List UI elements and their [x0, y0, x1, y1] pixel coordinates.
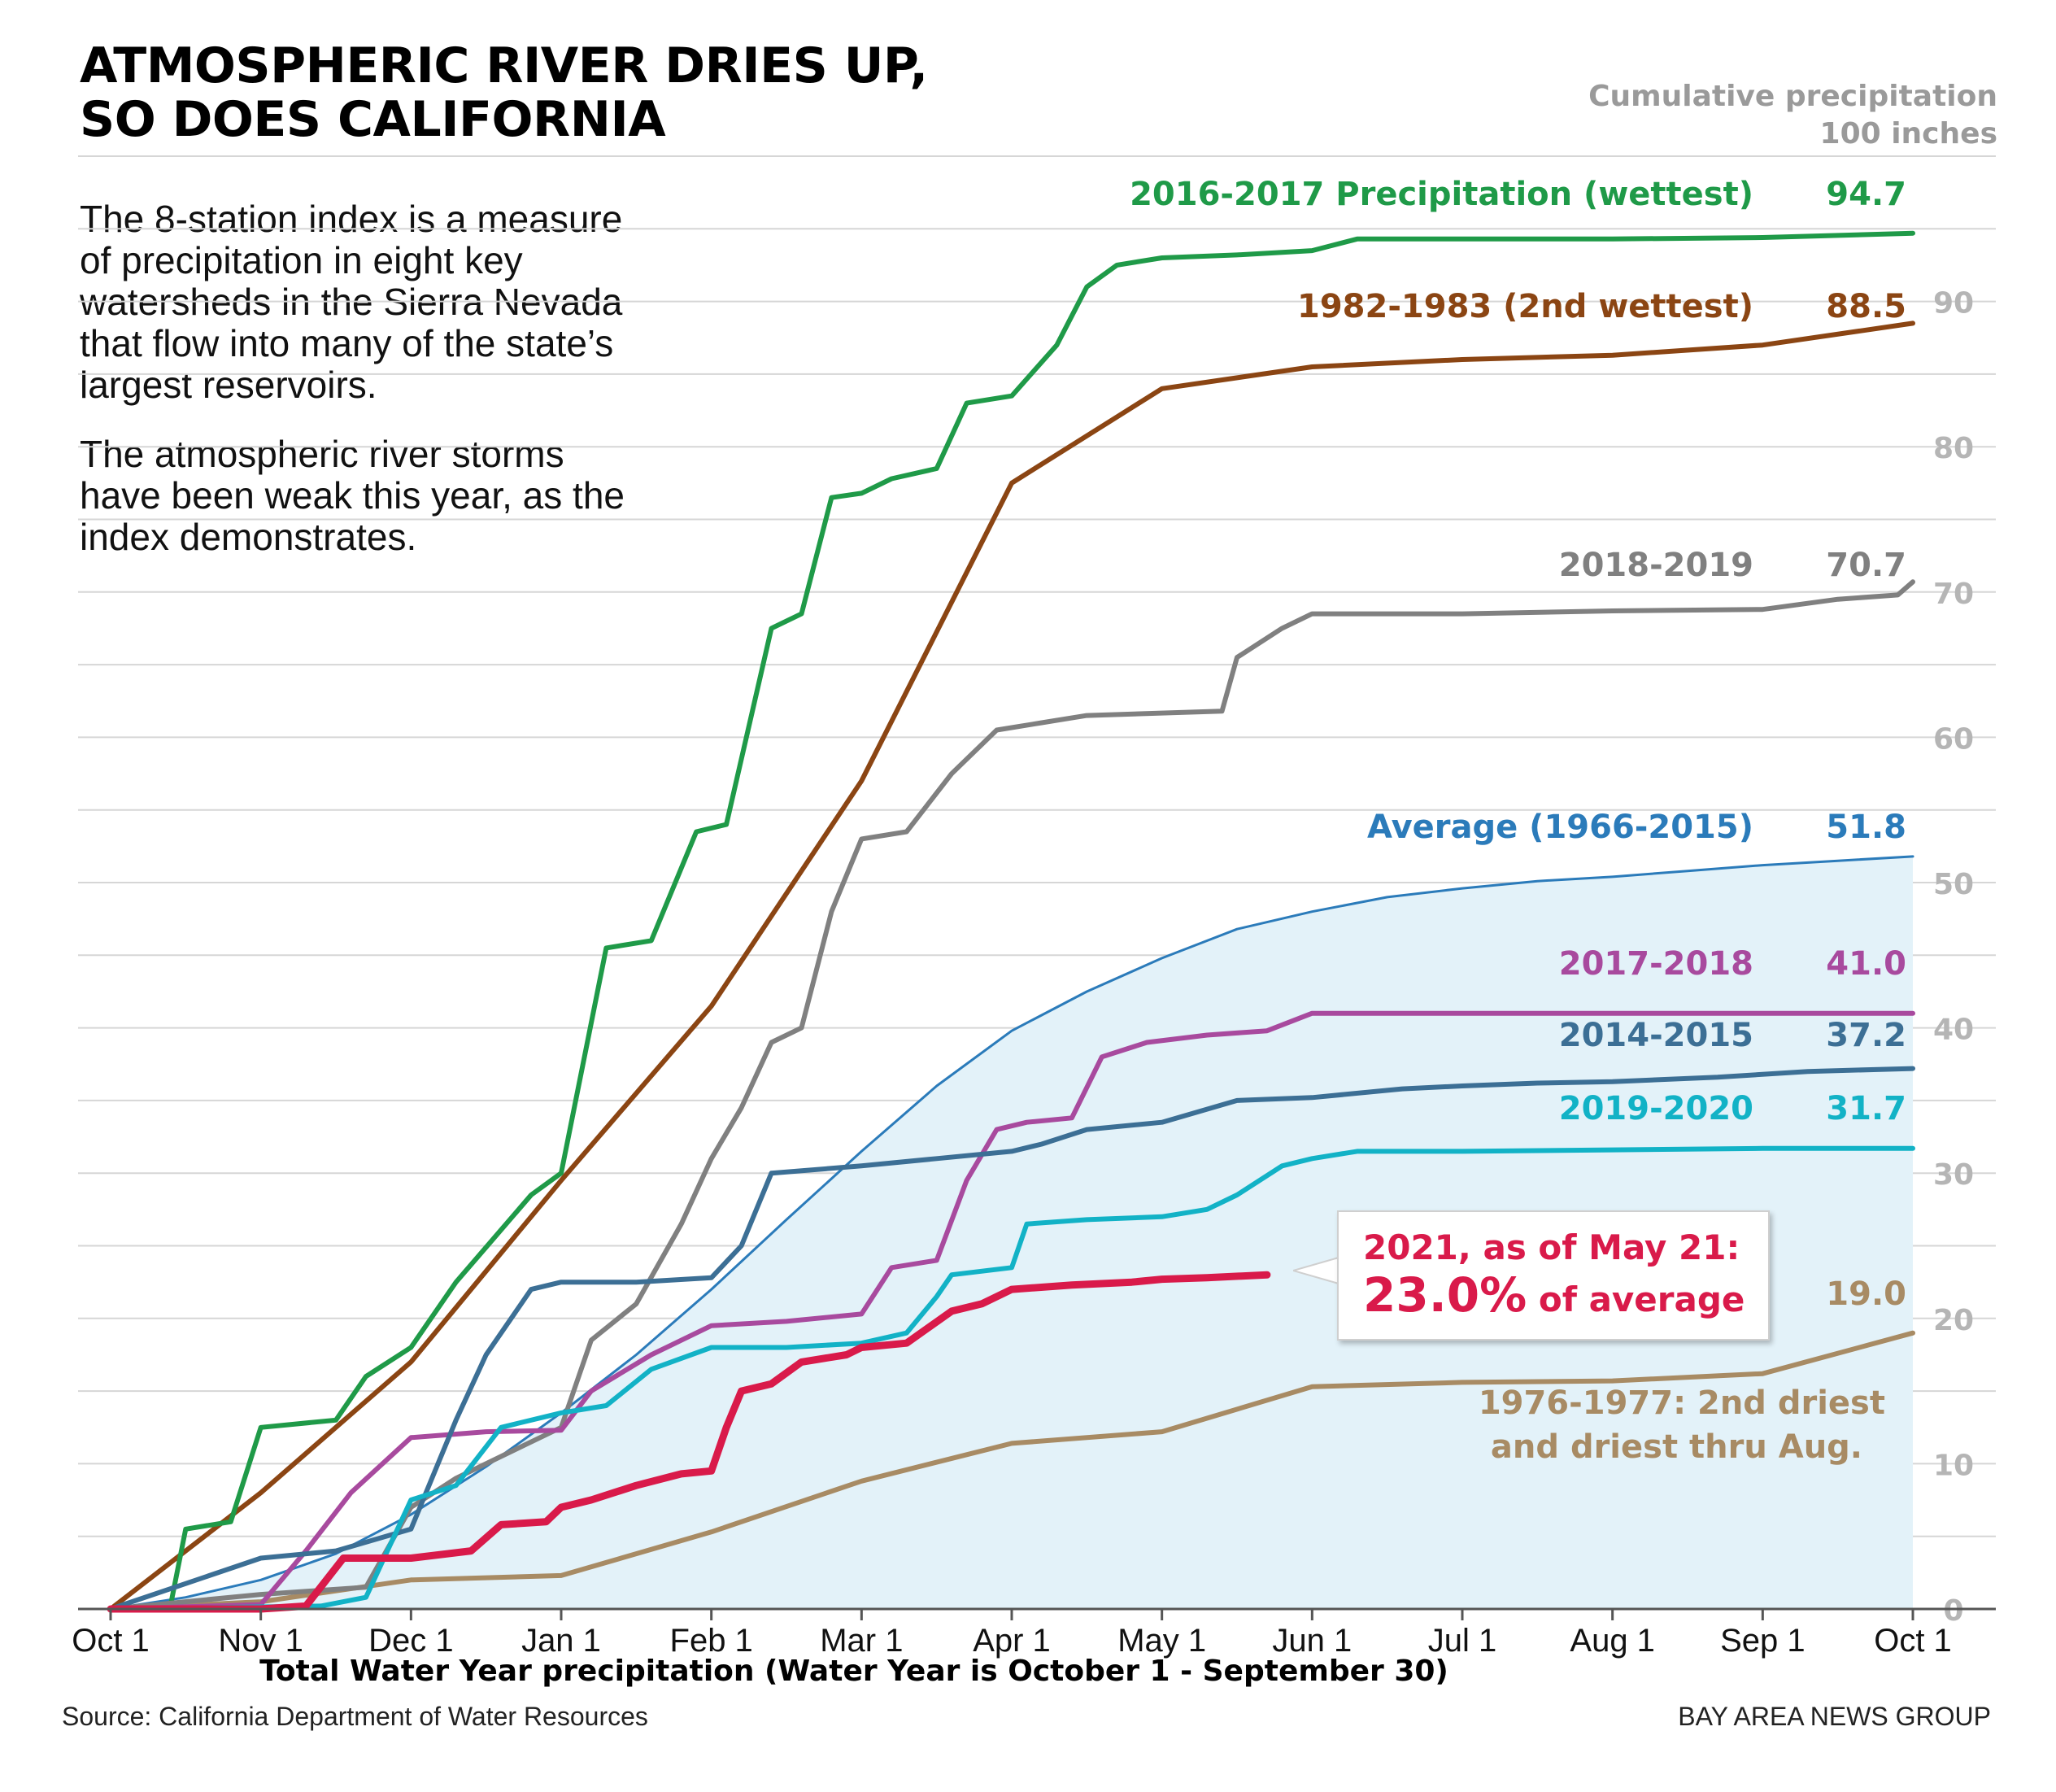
- series-label-wet2017: 2016-2017 Precipitation (wettest): [1130, 176, 1753, 213]
- title-line-2: SO DOES CALIFORNIA: [80, 91, 666, 148]
- y-tick-label: 40: [1933, 1014, 1974, 1047]
- series-label-dry1977-line-1: 1976-1977: 2nd driest: [1479, 1384, 1885, 1422]
- series-line-y2015: [108, 1066, 1915, 1611]
- series-label-average: Average (1966-2015): [1367, 809, 1753, 846]
- series-line-dry1977: [108, 1330, 1915, 1611]
- end-value-y2019: 70.7: [1826, 547, 1906, 584]
- callout-suffix: of average: [1527, 1280, 1745, 1319]
- series-line-y2019: [108, 579, 1915, 1611]
- series-line-y2020: [108, 1145, 1915, 1611]
- series-label-y2018: 2017-2018: [1559, 945, 1753, 983]
- series-line-average: [109, 855, 1914, 1611]
- end-value-y2018: 41.0: [1826, 945, 1906, 983]
- title-line-1: ATMOSPHERIC RIVER DRIES UP,: [80, 37, 928, 94]
- x-axis-title: Total Water Year precipitation (Water Ye…: [0, 1655, 2056, 1688]
- y-tick-label: 30: [1933, 1158, 1974, 1192]
- y-tick-label: 60: [1933, 722, 1974, 756]
- y-tick-label: 10: [1933, 1449, 1974, 1482]
- x-tick-label: Oct 1: [1874, 1623, 1952, 1659]
- x-tick-label: Sep 1: [1720, 1623, 1806, 1659]
- callout-line-1: 2021, as of May 21:: [1363, 1227, 1740, 1267]
- y-axis-unit-label: Cumulative precipitation 100 inches: [1588, 78, 1997, 153]
- callout-value: 23.0%: [1363, 1267, 1527, 1323]
- unit-line-2: 100 inches: [1819, 117, 1997, 150]
- intro-paragraph-2: The atmospheric river storms have been w…: [80, 433, 625, 558]
- x-tick-label: Jan 1: [521, 1623, 601, 1659]
- y-tick-label: 50: [1933, 868, 1974, 901]
- end-value-wet1983: 88.5: [1826, 288, 1906, 325]
- end-value-y2015: 37.2: [1826, 1017, 1906, 1054]
- x-tick-label: Jun 1: [1272, 1623, 1352, 1659]
- x-tick-label: Apr 1: [973, 1623, 1051, 1659]
- series-line-wet1983: [108, 320, 1915, 1611]
- y-tick-label: 20: [1933, 1304, 1974, 1337]
- x-tick-label: Dec 1: [368, 1623, 454, 1659]
- end-value-y2020: 31.7: [1826, 1090, 1906, 1127]
- x-tick-label: Aug 1: [1570, 1623, 1655, 1659]
- source-note: Source: California Department of Water R…: [62, 1702, 648, 1731]
- x-tick-label: Mar 1: [820, 1623, 903, 1659]
- series-line-y2021: [107, 1271, 1271, 1613]
- unit-line-1: Cumulative precipitation: [1588, 80, 1997, 113]
- series-line-y2018: [108, 1010, 1915, 1611]
- series-label-y2015: 2014-2015: [1559, 1017, 1753, 1054]
- series-line-wet2017: [108, 230, 1915, 1611]
- series-label-y2020: 2019-2020: [1559, 1090, 1753, 1127]
- x-axis-title-text: Total Water Year precipitation (Water Ye…: [259, 1655, 1448, 1688]
- callout-line-2: 23.0% of average: [1363, 1267, 1745, 1333]
- chart-title: ATMOSPHERIC RIVER DRIES UP, SO DOES CALI…: [80, 39, 974, 146]
- x-tick-label: Jul 1: [1428, 1623, 1497, 1659]
- x-tick-label: Oct 1: [72, 1623, 150, 1659]
- y-tick-label: 70: [1933, 578, 1974, 611]
- x-tick-label: Feb 1: [670, 1623, 753, 1659]
- end-value-dry1977: 19.0: [1826, 1275, 1906, 1313]
- callout-2021: 2021, as of May 21: 23.0% of average: [1337, 1210, 1770, 1341]
- y-tick-label: 90: [1933, 287, 1974, 320]
- end-value-wet2017: 94.7: [1826, 176, 1906, 213]
- x-tick-label: May 1: [1117, 1623, 1206, 1659]
- series-label-y2019: 2018-2019: [1559, 547, 1753, 584]
- end-value-average: 51.8: [1826, 809, 1906, 846]
- y-tick-label: 0: [1943, 1594, 1963, 1628]
- credit-note: BAY AREA NEWS GROUP: [1678, 1702, 1991, 1731]
- series-label-wet1983: 1982-1983 (2nd wettest): [1297, 288, 1753, 325]
- y-tick-label: 80: [1933, 432, 1974, 465]
- x-tick-label: Nov 1: [218, 1623, 303, 1659]
- series-label-dry1977-line-2: and driest thru Aug.: [1491, 1428, 1862, 1466]
